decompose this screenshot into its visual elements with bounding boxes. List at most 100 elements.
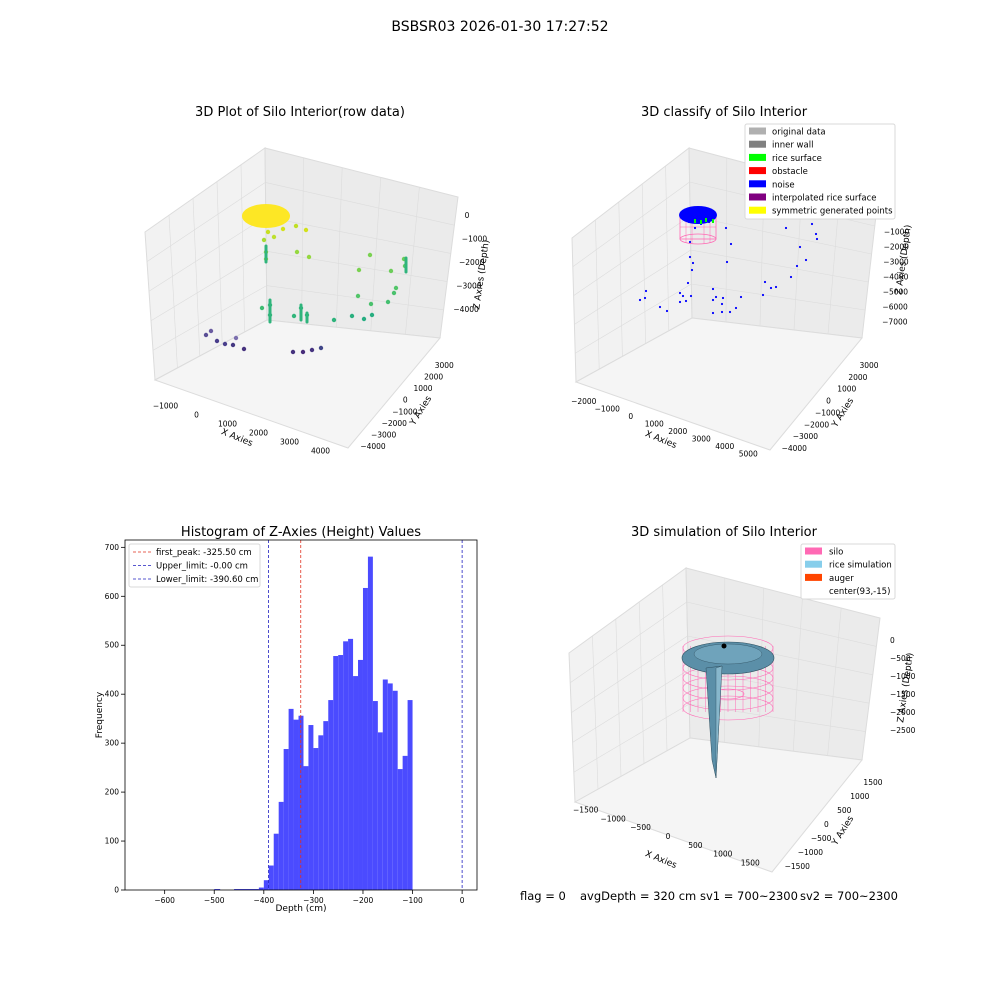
- panel2-noise-point: [693, 226, 697, 230]
- panel1-y-ticks: 3000 2000 1000 0 −1000 −2000 −3000 −4000: [360, 361, 454, 451]
- panel4-legend-swatch: [805, 573, 822, 581]
- panel1-data-point: [393, 285, 399, 291]
- panel2-noise-point: [687, 220, 691, 224]
- panel1-gridline: [150, 250, 267, 322]
- panel2-legend-label: symmetric generated points: [772, 207, 893, 217]
- panel1-data-point: [280, 226, 286, 232]
- panel2-legend: original data inner wall rice surface obsta…: [744, 123, 896, 220]
- panel1-gridline: [266, 285, 444, 311]
- panel2-legend-label: rice surface: [772, 154, 822, 164]
- panel4-x-tick-label: 0: [666, 832, 671, 841]
- panel2-x-tick-label: 3000: [692, 434, 711, 443]
- panel1-data-point: [230, 342, 236, 348]
- panel1-data-point: [361, 316, 367, 322]
- panel4-x-tick-label: 1500: [741, 859, 760, 868]
- panel2-legend-label: original data: [772, 128, 826, 138]
- histogram-y-tick-label: 100: [105, 837, 120, 846]
- panel1-data-point: [368, 301, 374, 307]
- panel4-gridline: [592, 635, 599, 790]
- panel1-y-tick-label: 3000: [435, 361, 454, 370]
- histogram-bar: [293, 719, 299, 890]
- panel2-noise-point: [684, 299, 688, 303]
- panel1-gridline: [148, 216, 266, 292]
- panel4-x-label: X Axies: [643, 849, 678, 871]
- panel4-gridline: [662, 584, 668, 751]
- panel4-z-tick-label: −2500: [890, 726, 916, 735]
- histogram-reference-lines: [268, 540, 463, 890]
- panel1-data-point: [349, 313, 355, 319]
- panel-simulation: 3D simulation of Silo Interior −1500−100…: [568, 525, 916, 873]
- panel1-data-point: [306, 254, 312, 260]
- histogram-bars: [214, 556, 413, 890]
- panel2-gridline: [573, 215, 691, 296]
- panel-classify: 3D classify of Silo Interior −2000−10000…: [571, 105, 914, 458]
- panel1-data-point: [214, 338, 220, 344]
- footer-flag: flag = 0: [520, 889, 566, 903]
- panel1-y-tick-label: 1000: [413, 384, 432, 393]
- panel1-gridlines: [146, 157, 455, 369]
- panel2-y-tick-label: 2000: [848, 373, 867, 382]
- histogram-y-label: Frequency: [95, 691, 105, 738]
- panel1-data-point: [355, 293, 361, 299]
- panel4-gridline: [638, 601, 645, 764]
- histogram-legend-label: Lower_limit: -390.60 cm: [156, 575, 258, 585]
- histogram-x-label: Depth (cm): [275, 904, 326, 914]
- panel2-y-tick-label: 0: [826, 397, 831, 406]
- panel1-surface-cluster: [242, 204, 290, 228]
- histogram-x-tick-label: −500: [204, 896, 225, 905]
- panel4-y-tick-label: 500: [837, 806, 852, 815]
- panel2-x-ticks: −2000−1000 0 1000 2000 3000 4000 5000: [571, 397, 758, 459]
- panel2-gridline: [725, 157, 728, 323]
- panel4-z-tick-label: −1000: [890, 672, 916, 681]
- histogram-x-ticks: −600 −500 −400 −300 −200 −100 0: [154, 890, 465, 905]
- histogram-bar: [283, 749, 289, 890]
- panel2-noise-point: [769, 286, 773, 290]
- panel2-y-tick-label: −4000: [782, 444, 808, 453]
- panel2-noise-point: [729, 242, 733, 246]
- panel4-z-tick-label: −1500: [890, 690, 916, 699]
- panel2-noise-point: [725, 260, 729, 264]
- panel1-data-point: [388, 268, 394, 274]
- panel2-noise-point: [688, 240, 692, 244]
- panel2-noise-point: [711, 311, 715, 315]
- panel2-noise-point: [815, 237, 819, 241]
- panel1-data-point: [318, 345, 324, 351]
- histogram-bar: [288, 708, 294, 890]
- panel1-z-tick-label: 0: [465, 211, 470, 220]
- panel2-x-tick-label: 2000: [668, 427, 687, 436]
- panel4-x-ticks: −1500−1000 −500 0 500 1000 1500: [573, 805, 760, 867]
- panel1-z-tick-label: −4000: [453, 305, 479, 314]
- panel2-gridline: [595, 219, 600, 370]
- panel1-gridline: [265, 182, 455, 226]
- panel-raw-data: 3D Plot of Silo Interior(row data) −1000…: [144, 105, 492, 456]
- panel2-noise-point: [774, 285, 778, 289]
- figure-suptitle: BSBSR03 2026-01-30 17:27:52: [391, 19, 608, 35]
- panel2-noise-point: [707, 220, 711, 224]
- panel1-data-point: [309, 347, 315, 353]
- histogram-bar: [278, 801, 284, 890]
- panel2-noise-point: [763, 280, 767, 284]
- histogram-bar: [397, 769, 403, 890]
- panel1-data-point: [265, 229, 271, 235]
- histogram-x-tick-label: −400: [254, 896, 275, 905]
- panel2-x-tick-label: 0: [628, 412, 633, 421]
- panel1-points: [203, 204, 408, 355]
- panel1-data-point: [259, 305, 265, 311]
- histogram-y-tick-label: 0: [114, 886, 119, 895]
- histogram-bar: [234, 889, 259, 890]
- histogram-bar: [258, 887, 264, 890]
- panel1-gridline: [146, 182, 266, 262]
- panel2-points: [638, 218, 819, 315]
- histogram-bar: [362, 587, 368, 890]
- panel2-gridline: [690, 249, 869, 283]
- panel2-legend-swatch: [749, 193, 766, 201]
- panel4-y-ticks: 1500 1000 500 0 −500 −1000 −1500: [785, 778, 883, 871]
- panel2-noise-point: [678, 300, 682, 304]
- panel1-y-tick-label: −3000: [371, 431, 397, 440]
- histogram-bar: [333, 656, 339, 890]
- histogram-legend-label: first_peak: -325.50 cm: [156, 548, 252, 558]
- histogram-y-tick-label: 500: [105, 641, 120, 650]
- panel2-noise-point: [678, 291, 682, 295]
- panel2-z-ticks: −1000 −2000 −3000 −4000 −5000 −6000 −7000: [882, 228, 909, 327]
- histogram-x-tick-label: −100: [402, 896, 423, 905]
